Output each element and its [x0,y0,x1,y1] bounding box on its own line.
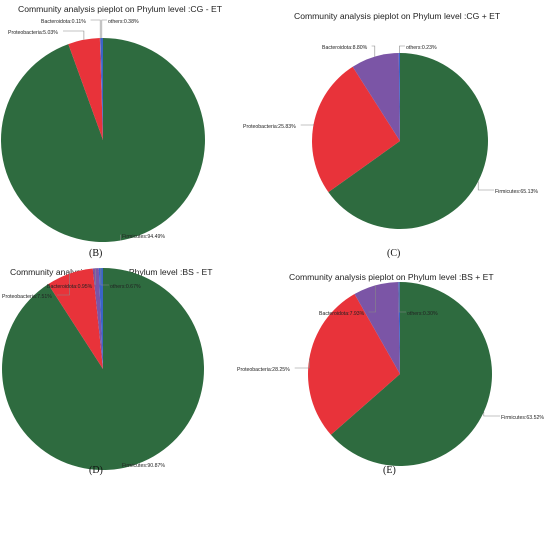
pie-slice-bacteroidota [352,53,400,142]
pie-panel-d: Community analysis pieplot on Phylum lev… [0,267,275,535]
panel-label: (E) [383,465,396,476]
slice-label: Proteobacteria:28.25% [237,367,290,373]
pie-title: Community analysis pieplot on Phylum lev… [294,11,501,21]
pie-chart: Firmicutes:90.87% Proteobacteria:7.51% Bac… [2,268,205,470]
slice-label: Firmicutes:94.49% [122,234,165,240]
slice-label: others:0.38% [108,19,139,25]
slice-label: Proteobacteria:7.51% [2,294,52,300]
leader-line [368,285,376,313]
leader-line [90,19,101,38]
leader-line [477,181,494,191]
pie-slice-proteobacteria [68,38,103,140]
pie-slice-proteobacteria [308,294,400,435]
pie-panel-b: Community analysis pieplot on Phylum lev… [0,0,275,267]
slice-label: Bacteroidota:7.93% [319,311,365,317]
leader-line [57,273,70,296]
slice-label: Firmicutes:90.87% [122,463,165,469]
slice-label: Firmicutes:63.52% [501,415,544,421]
pie-slice-proteobacteria [312,66,400,193]
pie-slice-firmicutes [330,282,493,466]
slice-label: others:0.67% [110,284,141,290]
slice-label: others:0.30% [407,311,438,317]
pie-chart: Firmicutes:94.49% Proteobacteria:5.03% Bac… [0,19,205,242]
slice-label: others:0.23% [406,45,437,51]
leader-line [294,358,310,369]
pie-slice-firmicutes [0,38,205,242]
slice-label: Proteobacteria:5.03% [8,30,58,36]
leader-line [63,30,85,40]
pie-slice-bacteroidota [92,268,103,369]
slice-label: Bacteroidota:0.11% [41,19,86,25]
leader-line [300,124,314,126]
pie-panel-e: Community analysis pieplot on Phylum lev… [237,267,550,535]
pie-chart: Firmicutes:65.13% Proteobacteria:25.83% Ba… [243,45,538,229]
leader-line [100,268,109,286]
panel-label: (C) [387,248,401,259]
pie-slice-proteobacteria [48,268,103,369]
pie-slice-bacteroidota [99,38,103,140]
pie-slice-others [398,282,400,374]
leader-line [101,19,107,38]
pie-slice-others [98,268,103,369]
pie-title: Community analysis pieplot on Phylum lev… [18,4,222,14]
pie-slice-others [100,38,103,140]
leader-line [398,282,406,313]
pie-slice-others [398,53,400,141]
panel-label: (B) [89,248,103,259]
leader-line [483,411,500,417]
pie-slice-firmicutes [2,268,205,470]
pie-chart: Firmicutes:63.52% Proteobacteria:28.25% Ba… [237,282,544,466]
leader-line [399,45,405,53]
slice-label: Bacteroidota:0.95% [47,284,93,290]
pie-title: Community analysis pieplot on Phylum lev… [289,272,494,282]
slice-label: Proteobacteria:25.83% [243,124,296,130]
slice-label: Firmicutes:65.13% [495,189,538,195]
slice-label: Bacteroidota:8.80% [322,45,368,51]
pie-slice-bacteroidota [354,282,400,374]
pie-panel-c: Community analysis pieplot on Phylum lev… [243,0,550,267]
panel-label: (D) [89,465,103,476]
leader-line [371,45,376,57]
pie-slice-firmicutes [328,53,489,229]
